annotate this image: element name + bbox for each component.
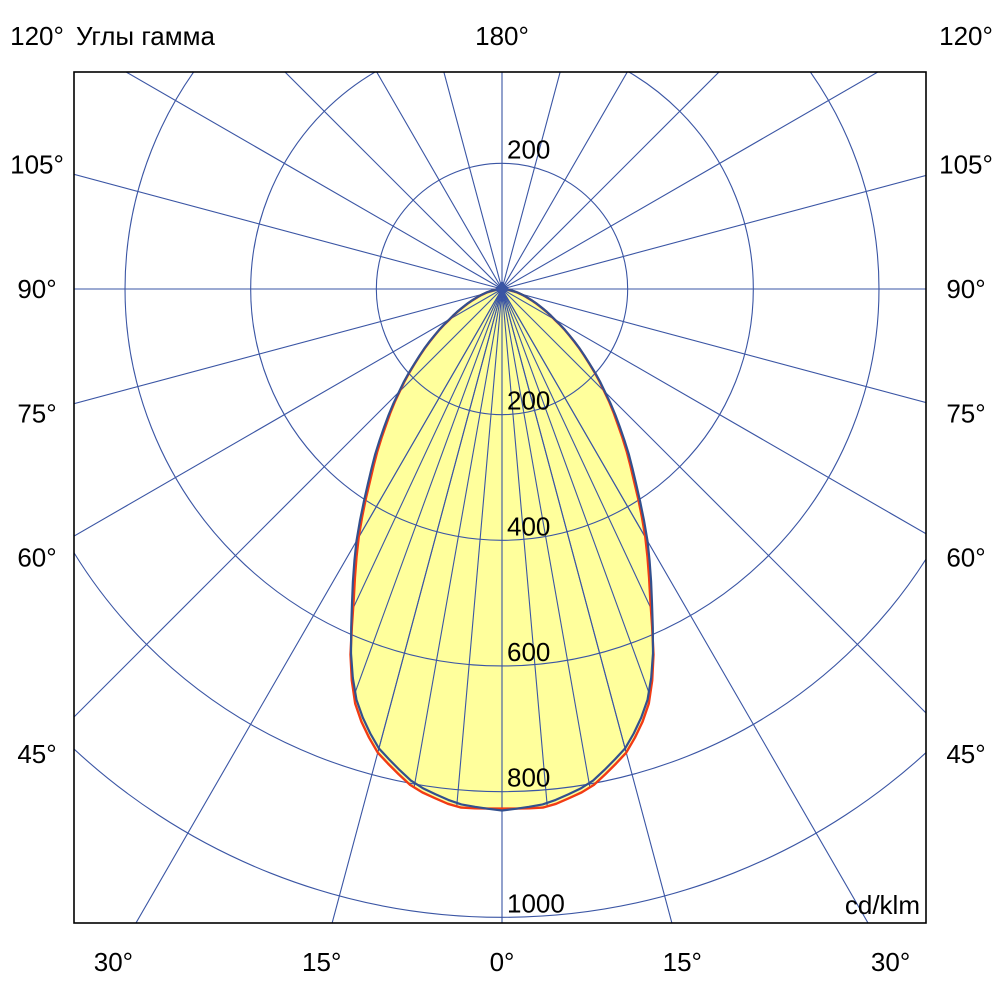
beam-ray--15 (376, 289, 503, 755)
grid-ray-315 (74, 288, 503, 718)
radial-label-top-200: 200 (507, 134, 550, 164)
grid-ray-60 (501, 288, 926, 535)
grid-ray-135 (501, 72, 720, 290)
radial-label-1000: 1000 (507, 888, 565, 918)
beam-ray-10 (501, 289, 591, 791)
grid-ray-210 (376, 72, 503, 290)
angle-label-right-60: 60° (946, 543, 985, 573)
angle-label-bottom-15: 15° (663, 947, 702, 977)
grid-ray-240 (125, 72, 503, 290)
grid-ray-105 (501, 174, 926, 290)
beam-ray--5 (455, 289, 503, 810)
grid-ray-285 (74, 288, 503, 405)
angle-label-right-90: 90° (946, 274, 985, 304)
beam-ray--20 (352, 289, 503, 700)
beam-ray-30 (501, 289, 649, 543)
beam-ray-15 (501, 289, 628, 755)
beam-ray-5 (501, 289, 549, 810)
grid-ray-165 (501, 72, 561, 290)
plot-frame (73, 71, 927, 924)
angle-label-right-120: 120° (939, 21, 993, 51)
grid-ray-75 (501, 288, 926, 404)
radial-label-800: 800 (507, 763, 550, 793)
beam-ray--10 (413, 289, 503, 791)
angle-label-right-75: 75° (946, 399, 985, 429)
radial-label-600: 600 (507, 637, 550, 667)
pole-marker (495, 281, 509, 297)
angle-label-left-60: 60° (17, 543, 56, 573)
angle-label-bottom--30: 30° (94, 947, 133, 977)
labels: 200 400 600 800 1000 200 30° 15° 0° 15° 30° 45° 45° 6… (10, 21, 993, 977)
radial-label-400: 400 (507, 511, 550, 541)
beam-ray-20 (501, 289, 652, 700)
angle-label-left-105: 105° (10, 149, 64, 179)
grid-ray-45 (501, 288, 926, 714)
angle-label-right-105: 105° (939, 149, 993, 179)
grid-ray-195 (443, 72, 503, 290)
grid-ray-300 (74, 288, 503, 537)
angle-label-top-180: 180° (475, 21, 529, 51)
angle-label-bottom-0: 0° (490, 947, 515, 977)
angle-label-bottom-30: 30° (871, 947, 910, 977)
grid-ray-120 (501, 72, 879, 290)
curve-navy (349, 287, 655, 812)
angle-label-left-120: 120° (10, 21, 64, 51)
beam-ray--30 (355, 289, 503, 543)
radial-label-200: 200 (507, 386, 550, 416)
angle-label-right-45: 45° (946, 739, 985, 769)
beam-ray--25 (350, 289, 503, 613)
grid-ray-225 (284, 72, 503, 290)
angle-label-left-45: 45° (17, 739, 56, 769)
grid-ray-150 (501, 72, 628, 290)
unit-label: cd/klm (844, 890, 920, 920)
grid-ray-255 (74, 173, 503, 290)
angle-label-left-90: 90° (17, 274, 56, 304)
angle-label-left-75: 75° (17, 399, 56, 429)
chart-title: Углы гамма (76, 21, 215, 51)
angle-label-bottom--15: 15° (302, 947, 341, 977)
beam-rays (350, 289, 654, 810)
beam-ray-25 (501, 289, 654, 613)
